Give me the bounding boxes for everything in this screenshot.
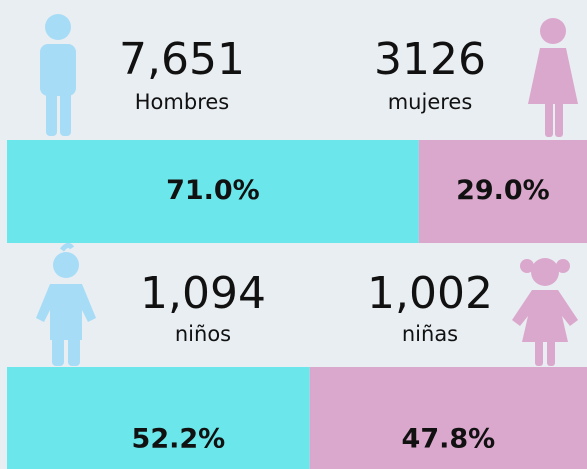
bar-segment — [7, 367, 310, 469]
bar-segment — [309, 367, 587, 469]
percent-label: 29.0% — [456, 175, 550, 206]
count: 1,002 — [367, 268, 493, 319]
count: 1,094 — [140, 268, 266, 319]
label: niñas — [402, 322, 458, 346]
bar-segment — [7, 140, 419, 243]
boy-icon — [36, 242, 96, 366]
count: 3126 — [374, 34, 486, 85]
percent-label: 47.8% — [402, 424, 496, 455]
man-icon — [40, 14, 76, 136]
bar-segment — [418, 140, 587, 243]
girl-icon — [512, 258, 578, 366]
label: Hombres — [135, 90, 229, 114]
percent-label: 71.0% — [166, 175, 260, 206]
count: 7,651 — [119, 34, 245, 85]
label: mujeres — [388, 90, 473, 114]
percent-label: 52.2% — [132, 424, 226, 455]
label: niños — [175, 322, 231, 346]
woman-icon — [528, 18, 578, 137]
